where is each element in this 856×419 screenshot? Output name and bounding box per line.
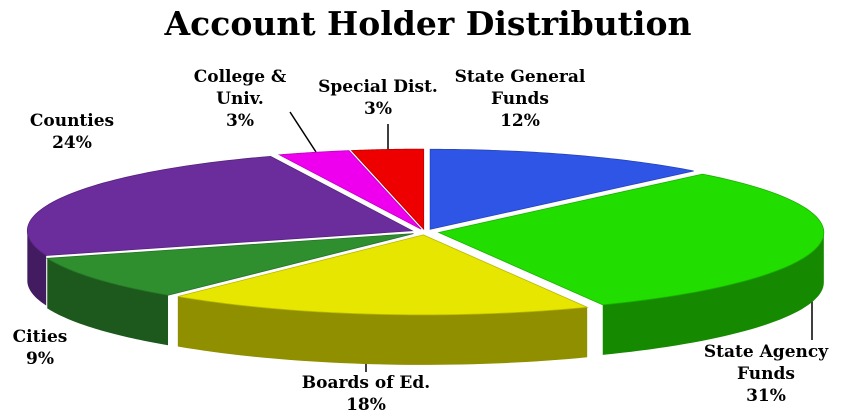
slice-label: Cities 9% [5,326,75,370]
category-label: Counties [29,111,115,131]
value-label: 9% [26,349,54,369]
category-label: Cities [12,327,68,347]
value-label: 24% [52,133,92,153]
leader-line [289,111,317,153]
slice-label: State Agency Funds 31% [691,341,841,407]
value-label: 3% [364,99,392,119]
slice-label: Counties 24% [12,110,132,154]
slice [429,148,694,230]
slice-sides [27,230,824,365]
slice-tops [26,148,825,316]
value-label: 31% [746,386,786,406]
value-label: 12% [500,111,540,131]
slice-label: College & Univ. 3% [185,66,295,132]
slice [46,233,414,296]
category-label: State Agency Funds [703,342,829,384]
category-label: Boards of Ed. [301,373,431,393]
slice-label: State General Funds 12% [445,66,595,132]
slice-label: Boards of Ed. 18% [281,372,451,416]
value-label: 3% [226,111,254,131]
value-label: 18% [346,395,386,415]
slice [26,155,414,256]
slice [350,148,425,231]
slice-side [27,230,47,306]
slice [177,234,589,316]
slice [277,150,422,230]
category-label: Special Dist. [318,77,438,97]
chart-title: Account Holder Distribution [164,4,692,43]
slice-side [47,258,169,346]
slice-label: Special Dist. 3% [303,76,453,120]
category-label: State General Funds [454,67,586,109]
category-label: College & Univ. [193,67,287,109]
slice [437,173,825,306]
slice-side [177,296,588,365]
slice-side [602,232,824,355]
